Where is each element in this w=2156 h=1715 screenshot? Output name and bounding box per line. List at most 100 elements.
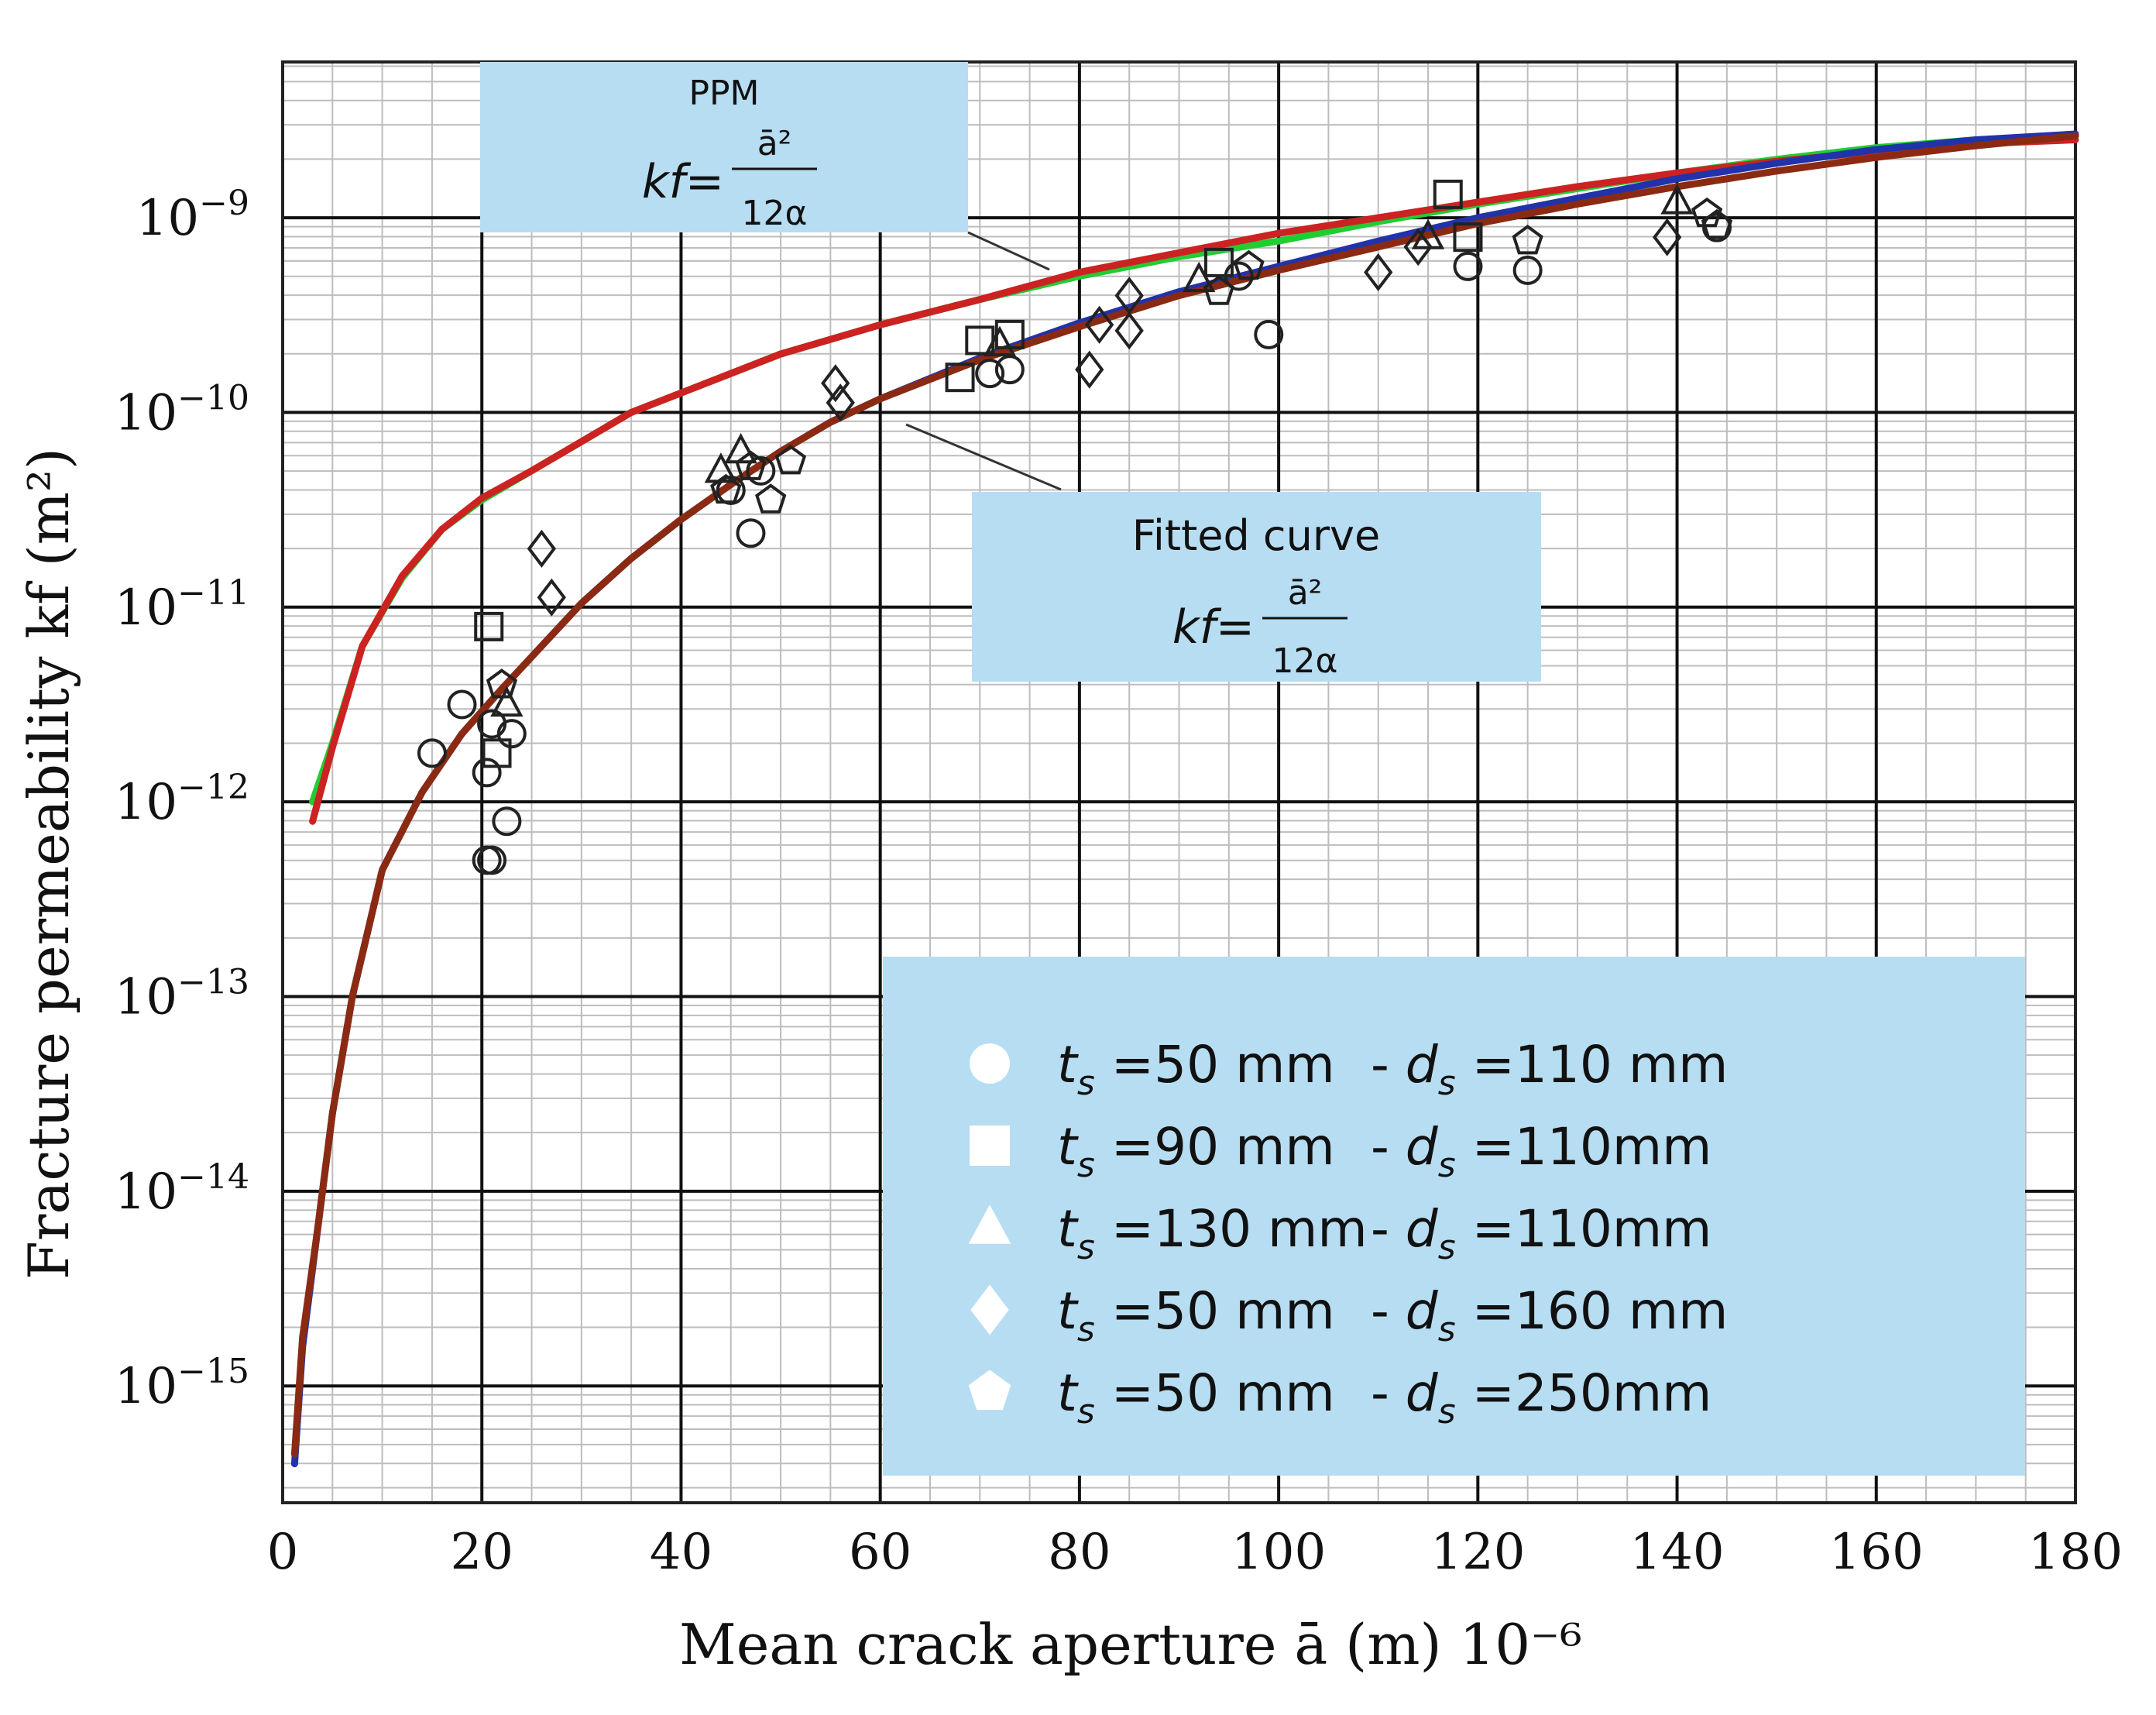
data-point-pentagon: [735, 450, 767, 480]
data-point-square: [474, 611, 504, 641]
data-point-pentagon: [486, 668, 518, 699]
legend-label: ts =50 mm - ds =110 mm: [1057, 1035, 1728, 1103]
legend-label: ts =50 mm - ds =250mm: [1057, 1363, 1711, 1431]
data-point-diamond: [1652, 218, 1682, 256]
y-tick-label: 10−12: [115, 768, 249, 831]
data-point-circle: [417, 738, 447, 768]
data-point-diamond: [826, 383, 855, 422]
legend-entry: ts =90 mm - ds =110mm: [970, 1117, 1711, 1185]
legend-box: [883, 957, 2025, 1476]
x-tick-label: 140: [1629, 1524, 1724, 1581]
data-point-diamond: [537, 578, 566, 617]
x-tick-label: 80: [1048, 1524, 1111, 1581]
y-tick-label: 10−13: [115, 962, 249, 1026]
y-tick-label: 10−9: [136, 184, 249, 247]
data-point-circle: [472, 758, 502, 788]
x-tick-label: 120: [1430, 1524, 1525, 1581]
data-point-diamond: [1403, 228, 1433, 266]
data-points: [417, 179, 1733, 875]
fitted-leader-line: [905, 423, 1062, 491]
data-point-pentagon: [774, 445, 807, 475]
legend-marker-diamond: [970, 1284, 1009, 1335]
data-point-circle: [746, 455, 776, 486]
data-point-circle: [472, 845, 502, 875]
y-tick-label: 10−15: [115, 1352, 249, 1415]
data-point-diamond: [1075, 350, 1104, 389]
legend-label: ts =50 mm - ds =160 mm: [1057, 1281, 1728, 1349]
y-tick-label: 10−11: [115, 573, 249, 637]
legend-entry: ts =130 mm- ds =110mm: [968, 1199, 1711, 1267]
legend: ts =50 mm - ds =110 mm ts =90 mm - ds =110m…: [883, 957, 2025, 1476]
data-point-pentagon: [1203, 275, 1235, 305]
curve-line: [290, 132, 2079, 1458]
legend-entry: ts =50 mm - ds =110 mm: [970, 1035, 1728, 1103]
ppm-title: PPM: [688, 74, 759, 113]
data-point-circle: [1512, 255, 1543, 285]
data-point-circle: [736, 518, 766, 548]
fitted-numerator: ā²: [1288, 573, 1323, 613]
data-point-triangle: [1660, 184, 1694, 215]
data-point-diamond: [1114, 311, 1144, 350]
legend-entry: ts =50 mm - ds =160 mm: [970, 1281, 1728, 1349]
curve-line: [309, 136, 2079, 825]
annotation-leader-lines: [905, 231, 1062, 491]
data-point-square: [1433, 179, 1463, 209]
x-tick-label: 40: [650, 1524, 712, 1581]
legend-label: ts =130 mm- ds =110mm: [1057, 1199, 1711, 1267]
x-tick-label: 100: [1231, 1524, 1326, 1581]
x-tick-label: 160: [1829, 1524, 1924, 1581]
data-point-circle: [492, 806, 522, 837]
data-point-triangle: [1183, 261, 1216, 293]
ppm-denominator: 12α: [742, 194, 808, 233]
legend-marker-pentagon: [968, 1370, 1011, 1411]
plot-frame: [281, 60, 2077, 1504]
data-point-circle: [1254, 319, 1284, 349]
data-point-circle: [447, 689, 477, 720]
fitted-annotation: Fitted curve kf= ā² 12α: [972, 492, 1541, 682]
data-point-diamond: [821, 364, 850, 403]
fitted-formula-lhs: kf=: [1172, 600, 1255, 655]
y-tick-label: 10−14: [115, 1157, 249, 1221]
data-point-circle: [496, 719, 527, 749]
y-axis-title: Fracture permeability kf (m²): [16, 448, 81, 1280]
legend-entry: ts =50 mm - ds =250mm: [968, 1363, 1711, 1431]
data-point-triangle: [724, 432, 757, 464]
ppm-leader-line: [967, 231, 1050, 271]
data-point-square: [482, 738, 512, 768]
y-tick-label: 10−10: [115, 378, 249, 442]
data-point-pentagon: [1701, 208, 1733, 239]
data-point-pentagon: [1233, 249, 1265, 280]
fitted-title: Fitted curve: [1132, 511, 1380, 560]
data-point-pentagon: [755, 483, 787, 514]
ppm-numerator: ā²: [757, 124, 792, 163]
data-point-pentagon: [710, 473, 742, 504]
data-point-square: [1453, 222, 1483, 253]
data-point-pentagon: [1512, 225, 1543, 255]
data-point-circle: [1453, 251, 1483, 281]
ppm-annotation: PPM kf= ā² 12α: [480, 62, 968, 233]
legend-marker-triangle: [968, 1205, 1011, 1244]
data-point-diamond: [1364, 253, 1393, 292]
x-tick-label: 180: [2028, 1524, 2123, 1581]
curves: [290, 130, 2079, 1468]
data-point-circle: [994, 355, 1025, 385]
data-point-diamond: [527, 529, 557, 568]
data-point-square: [945, 363, 975, 393]
ppm-formula-lhs: kf=: [642, 155, 724, 209]
x-tick-labels: 0 20 40 60 80 100 120 140 160 180: [267, 1524, 2123, 1581]
legend-marker-circle: [970, 1043, 1010, 1084]
data-point-triangle: [490, 686, 524, 717]
data-point-diamond: [1084, 305, 1114, 344]
legend-marker-square: [970, 1126, 1010, 1166]
x-axis-title: Mean crack aperture ā (m) 10⁻⁶: [679, 1612, 1582, 1677]
fitted-denominator: 12α: [1272, 641, 1338, 681]
y-tick-labels: 10−9 10−10 10−11 10−12 10−13 10−14 10−15: [115, 184, 249, 1415]
data-point-pentagon: [1691, 197, 1723, 228]
data-point-circle: [975, 359, 1005, 389]
x-tick-label: 0: [267, 1524, 299, 1581]
legend-label: ts =90 mm - ds =110mm: [1057, 1117, 1711, 1185]
x-tick-label: 20: [451, 1524, 513, 1581]
x-tick-label: 60: [849, 1524, 911, 1581]
data-point-triangle: [983, 325, 1017, 357]
